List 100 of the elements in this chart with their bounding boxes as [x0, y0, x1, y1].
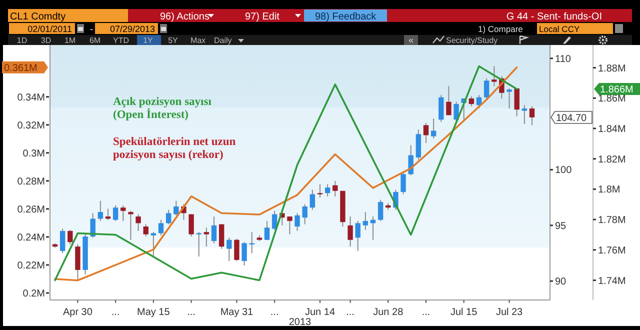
annotation: Spekülatörlerin net uzun pozisyon sayısı (rekor) [113, 136, 236, 161]
candlestick [143, 224, 148, 238]
candlestick [468, 96, 474, 107]
candlestick [423, 122, 429, 144]
candlestick [362, 212, 368, 230]
candlestick [226, 237, 232, 262]
candlestick [378, 199, 384, 222]
candlestick [514, 88, 520, 117]
annotation: 1M [64, 36, 76, 45]
x-tick-label: May 31 [220, 307, 254, 318]
candlestick [204, 227, 210, 248]
y2-tick-label: 100 [555, 165, 572, 176]
candlestick [317, 184, 323, 198]
y3-tick-label: 1.74M [598, 276, 626, 287]
x-tick-label: Jun 14 [304, 307, 336, 318]
y-tick-label: 0.2M [22, 288, 45, 300]
y2-tick-label: 95 [555, 220, 567, 232]
y3-tick-label: 1.82M [598, 154, 626, 166]
candlestick [166, 209, 172, 225]
candlestick [484, 78, 490, 99]
text: 96) Actions [160, 12, 210, 22]
candlestick [438, 94, 444, 122]
candlestick [506, 88, 512, 109]
x-tick-label: May 15 [137, 307, 170, 318]
candlestick [332, 180, 338, 197]
x-tick-label: ... [187, 307, 196, 318]
text: Local CCY [539, 24, 580, 34]
candlestick [400, 172, 406, 195]
y-tick-label: 0.3M [22, 148, 45, 160]
annotation: Security/Study [446, 36, 498, 45]
annotation: 5Y [168, 36, 179, 45]
candlestick [218, 224, 224, 250]
candlestick [324, 184, 330, 197]
text: 02/01/2011 [28, 24, 72, 34]
y3-tick-label: 1.76M [598, 245, 626, 256]
candlestick [158, 219, 164, 236]
candlestick [120, 204, 126, 222]
candlestick [348, 216, 353, 248]
text: - [90, 24, 93, 34]
candlestick [60, 228, 66, 254]
y3-tick-label: 1.78M [598, 215, 626, 226]
annotation: 6M [89, 36, 101, 45]
text: 98) Feedback [315, 12, 378, 22]
candlestick [188, 214, 194, 238]
candlestick [196, 232, 202, 258]
candlestick [416, 129, 422, 160]
annotation: Daily [214, 36, 232, 45]
y-tick-label: 0.24M [17, 232, 45, 244]
y3-tick-label: 1.88M [598, 63, 626, 74]
candlestick [310, 189, 316, 210]
candlestick [174, 200, 179, 216]
candlestick [529, 106, 535, 126]
x-tick-label: Jun 28 [373, 307, 404, 318]
text: 0.361M [4, 62, 38, 74]
candlestick [302, 204, 308, 225]
candlestick [68, 229, 73, 245]
candlestick [136, 214, 141, 232]
text: 07/29/2013 [110, 24, 155, 34]
y-tick-label: 0.34M [17, 92, 45, 104]
candlestick [112, 204, 118, 222]
x-axis-title: 2013 [288, 317, 312, 328]
x-tick-label: ... [346, 307, 354, 318]
y3-tick-label: 1.84M [598, 124, 626, 135]
text: 3D [40, 36, 52, 45]
x-tick-label: ... [422, 307, 430, 318]
candlestick [249, 232, 254, 254]
annotation: YTD [113, 36, 130, 45]
text: 97) Edit [245, 12, 280, 22]
annotation: 1Y [143, 36, 154, 45]
text: 1D [16, 36, 28, 45]
annotation: Açık pozisyon sayısı (Open İnterest) [113, 96, 212, 121]
x-tick-label: Apr 30 [62, 307, 93, 318]
candlestick [264, 220, 270, 240]
annotation: Max [190, 36, 206, 45]
candlestick [430, 118, 436, 140]
annotation: « [408, 35, 414, 45]
candlestick [211, 216, 217, 244]
x-tick-label: ... [270, 307, 279, 318]
candlestick [75, 244, 80, 280]
candlestick [446, 86, 452, 116]
y-tick-label: 0.26M [17, 204, 45, 216]
y-tick-label: 0.28M [17, 176, 45, 188]
text: 1.866M [600, 84, 634, 96]
candlestick [294, 212, 300, 232]
y2-tick-label: 110 [555, 54, 572, 65]
y-tick-label: 0.32M [17, 120, 45, 132]
candlestick [98, 200, 104, 222]
candlestick [234, 238, 240, 262]
candlestick [128, 210, 134, 240]
candlestick [287, 216, 292, 235]
x-tick-label: Jul 15 [450, 307, 478, 318]
candlestick [355, 220, 360, 252]
y3-tick-label: 1.8M [598, 184, 620, 196]
text: 1) Compare [478, 24, 524, 34]
y2-tick-label: 90 [555, 276, 567, 288]
candlestick [150, 232, 156, 258]
text: CL1 Comdty [10, 12, 66, 22]
x-tick-label: Jul 23 [496, 307, 524, 318]
x-tick-label: ... [111, 307, 120, 318]
candlestick [242, 242, 247, 266]
